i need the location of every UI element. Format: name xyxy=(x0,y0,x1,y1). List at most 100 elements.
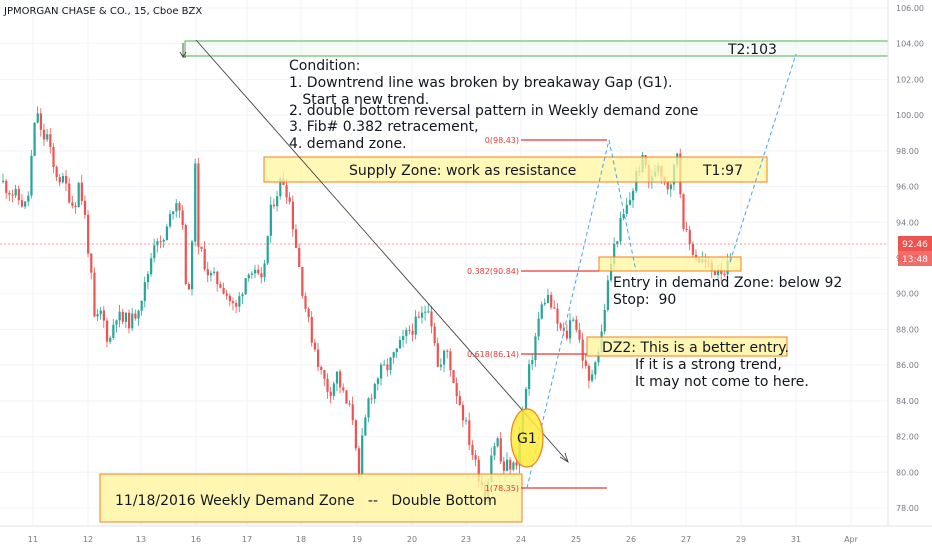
candle-body xyxy=(603,310,606,332)
candle-body xyxy=(329,391,332,396)
candle-body xyxy=(326,378,329,392)
time-tick-label: 25 xyxy=(571,535,581,544)
candle-body xyxy=(414,316,417,335)
candle-body xyxy=(465,420,468,422)
candle-body xyxy=(105,320,109,342)
candle-body xyxy=(354,420,357,449)
candle-body xyxy=(74,205,77,208)
candle-body xyxy=(361,435,364,475)
candle-body xyxy=(134,313,137,319)
t2-zone[interactable] xyxy=(184,40,889,57)
entry-label: Entry in demand Zone: below 92 xyxy=(613,275,842,291)
candle-body xyxy=(666,182,669,190)
projection-down xyxy=(608,139,637,272)
candle-body xyxy=(625,204,628,214)
candle-body xyxy=(118,311,121,321)
candle-body xyxy=(376,378,380,384)
candle-body xyxy=(49,134,52,147)
time-tick-label: 27 xyxy=(681,535,691,544)
countdown-badge xyxy=(898,251,932,266)
candle-body xyxy=(58,177,61,183)
candle-body xyxy=(225,293,228,296)
weekly-demand-zone[interactable] xyxy=(99,473,523,523)
candle-body xyxy=(52,146,55,167)
candle-body xyxy=(436,343,439,367)
dz2-zone[interactable] xyxy=(586,336,788,357)
time-tick-label: 17 xyxy=(242,535,252,544)
time-tick-label: Apr xyxy=(844,535,859,544)
dz2-note-2: It may not come to here. xyxy=(635,374,809,390)
symbol-title: JPMORGAN CHASE & CO., 15, Cboe BZX xyxy=(3,6,202,17)
candle-body xyxy=(499,438,502,462)
candle-body xyxy=(46,134,49,140)
candle-body xyxy=(575,319,578,330)
candle-body xyxy=(222,287,225,294)
g1-gap-marker[interactable] xyxy=(510,408,544,468)
candle-body xyxy=(477,459,480,482)
candle-body xyxy=(713,270,717,275)
candle-body xyxy=(569,320,572,339)
candle-body xyxy=(99,310,102,315)
candle-body xyxy=(112,324,115,338)
candle-body xyxy=(565,330,569,339)
candle-body xyxy=(140,300,143,311)
candle-body xyxy=(669,184,672,190)
time-tick-label: 20 xyxy=(407,535,417,544)
candle-body xyxy=(534,336,537,361)
candle-body xyxy=(200,246,203,249)
candle-body xyxy=(39,113,42,130)
price-tick-label: 96.00 xyxy=(896,183,919,192)
candle-body xyxy=(317,349,320,367)
candle-body xyxy=(632,190,635,201)
candle-body xyxy=(184,224,187,284)
time-tick-label: 31 xyxy=(791,535,801,544)
time-tick-label: 26 xyxy=(626,535,636,544)
candle-body xyxy=(146,274,150,283)
candle-body xyxy=(581,339,584,361)
candle-body xyxy=(8,192,11,195)
candle-body xyxy=(254,269,257,274)
candle-body xyxy=(323,369,326,379)
candle-body xyxy=(27,195,30,202)
candle-body xyxy=(512,462,515,470)
candle-body xyxy=(342,387,345,391)
candle-body xyxy=(351,404,354,421)
demand-zone[interactable] xyxy=(598,256,742,272)
condition-line-1: Condition: xyxy=(289,58,361,74)
candle-body xyxy=(335,371,339,384)
price-tick-label: 102.00 xyxy=(896,75,924,84)
candle-body xyxy=(443,350,446,365)
downtrend-line[interactable] xyxy=(195,39,569,463)
price-tick-label: 106.00 xyxy=(896,4,924,13)
candle-body xyxy=(493,446,496,456)
candle-body xyxy=(83,200,87,215)
fib-0-label: 0(98.43) xyxy=(485,136,519,145)
time-tick-label: 29 xyxy=(736,535,746,544)
candle-body xyxy=(313,342,317,350)
candle-body xyxy=(386,364,389,371)
candle-body xyxy=(298,247,301,268)
candle-body xyxy=(231,301,235,304)
time-axis-labels: 11 12 13 16 17 18 19 20 23 24 25 26 27 29 31 Apr xyxy=(28,535,859,544)
candle-body xyxy=(235,303,238,307)
candle-body xyxy=(717,269,720,275)
candle-body xyxy=(515,462,518,466)
time-tick-label: 16 xyxy=(191,535,201,544)
supply-zone-label: Supply Zone: work as resistance xyxy=(349,163,576,179)
candle-body xyxy=(216,271,219,285)
condition-line-2: 1. Downtrend line was broken by breakawa… xyxy=(289,75,672,91)
supply-zone[interactable] xyxy=(263,156,768,183)
candle-body xyxy=(320,366,323,370)
candle-body xyxy=(24,201,27,207)
price-tick-label: 94.00 xyxy=(896,218,919,227)
candle-body xyxy=(276,196,279,207)
candle-body xyxy=(691,243,695,255)
candle-body xyxy=(307,308,310,317)
candle-body xyxy=(531,360,534,365)
candle-body xyxy=(269,204,272,236)
candle-body xyxy=(594,362,597,375)
time-tick-label: 24 xyxy=(516,535,526,544)
candle-body xyxy=(619,218,622,242)
candle-body xyxy=(257,269,260,274)
